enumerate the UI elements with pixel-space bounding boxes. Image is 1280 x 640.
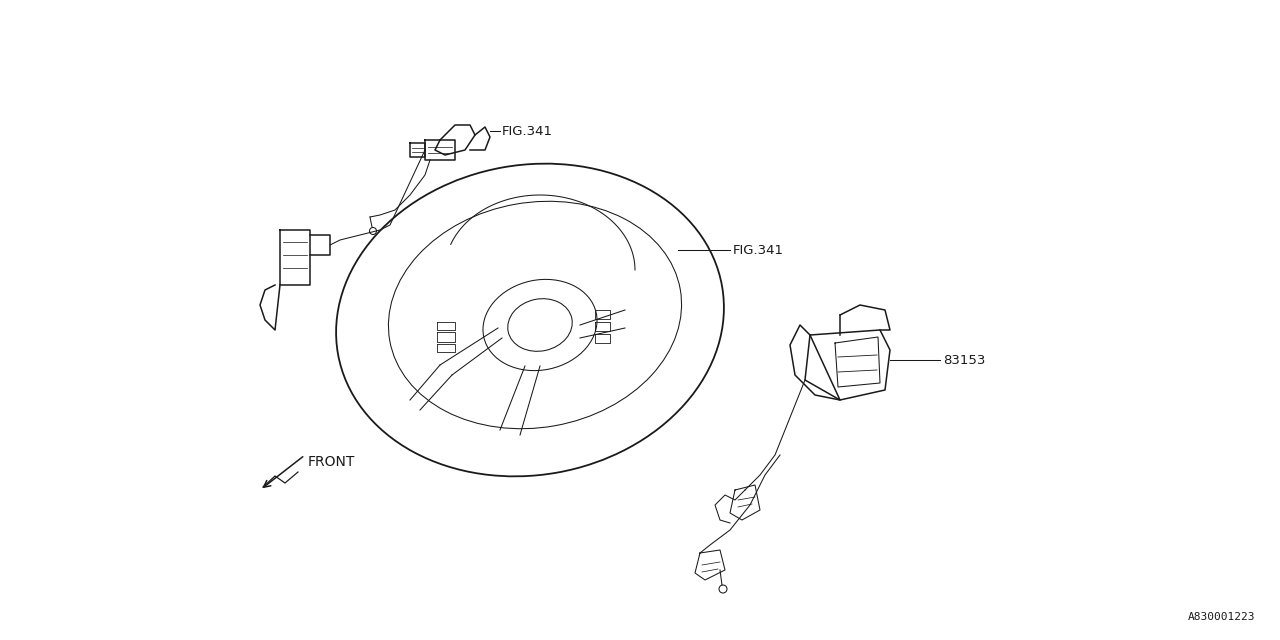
Text: FIG.341: FIG.341 <box>502 125 553 138</box>
Text: FRONT: FRONT <box>308 455 356 469</box>
Text: 83153: 83153 <box>943 353 986 367</box>
Text: FIG.341: FIG.341 <box>733 243 785 257</box>
Text: A830001223: A830001223 <box>1188 612 1254 622</box>
